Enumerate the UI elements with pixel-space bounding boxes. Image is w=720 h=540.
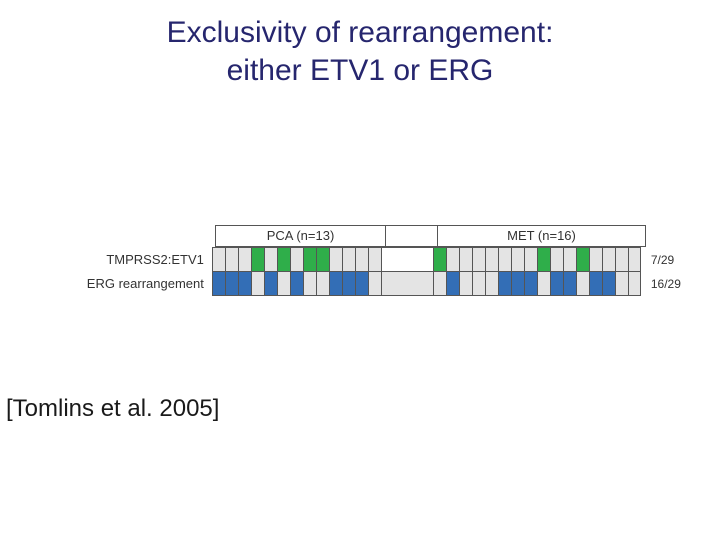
heatmap-cell bbox=[472, 272, 485, 295]
heatmap-cell bbox=[589, 248, 602, 271]
heatmap-cell bbox=[342, 248, 355, 271]
group-header-pca: PCA (n=13) bbox=[215, 225, 385, 247]
heatmap-cell bbox=[225, 248, 238, 271]
heatmap-cell bbox=[602, 272, 615, 295]
heatmap-cell bbox=[628, 248, 641, 271]
heatmap-cell bbox=[368, 272, 381, 295]
heatmap-cell bbox=[290, 272, 303, 295]
heatmap-cell bbox=[550, 248, 563, 271]
heatmap-cell bbox=[251, 272, 264, 295]
heatmap-cell bbox=[446, 272, 459, 295]
heatmap-cell bbox=[212, 272, 225, 295]
heatmap-row bbox=[212, 247, 641, 271]
heatmap-cell bbox=[576, 248, 589, 271]
row-label: ERG rearrangement bbox=[60, 272, 204, 296]
heatmap-row bbox=[212, 271, 641, 295]
heatmap-cell bbox=[316, 248, 329, 271]
heatmap-cell bbox=[498, 248, 511, 271]
heatmap-cell bbox=[537, 248, 550, 271]
heatmap-cell bbox=[615, 248, 628, 271]
group-header-gap bbox=[385, 225, 437, 247]
heatmap-cell bbox=[563, 248, 576, 271]
heatmap-cell bbox=[277, 248, 290, 271]
heatmap-cell bbox=[459, 248, 472, 271]
row-labels-column: TMPRSS2:ETV1ERG rearrangement bbox=[60, 248, 212, 296]
heatmap-cell bbox=[355, 248, 368, 271]
heatmap-cell bbox=[485, 272, 498, 295]
heatmap-cell bbox=[485, 248, 498, 271]
heatmap-cell bbox=[238, 248, 251, 271]
group-header-row: PCA (n=13) MET (n=16) bbox=[215, 225, 690, 247]
heatmap-cell bbox=[329, 272, 342, 295]
heatmap-cell bbox=[511, 272, 524, 295]
heatmap-cell bbox=[563, 272, 576, 295]
heatmap-cell bbox=[355, 272, 368, 295]
heatmap-cell bbox=[524, 248, 537, 271]
slide-title: Exclusivity of rearrangement: either ETV… bbox=[0, 0, 720, 89]
exclusivity-figure: PCA (n=13) MET (n=16) TMPRSS2:ETV1ERG rea… bbox=[60, 225, 690, 296]
heatmap-cell bbox=[615, 272, 628, 295]
heatmap-cell bbox=[212, 248, 225, 271]
heatmap-cell bbox=[511, 248, 524, 271]
title-line2: either ETV1 or ERG bbox=[227, 54, 494, 87]
heatmap-cell bbox=[498, 272, 511, 295]
heatmap-cell bbox=[550, 272, 563, 295]
heatmap-cell bbox=[524, 272, 537, 295]
heatmap-cell bbox=[290, 248, 303, 271]
heatmap-cell bbox=[303, 272, 316, 295]
heatmap-gap-cell bbox=[381, 272, 433, 295]
heatmap-cell bbox=[433, 248, 446, 271]
heatmap-cell bbox=[433, 272, 446, 295]
heatmap-cell bbox=[459, 272, 472, 295]
title-line1: Exclusivity of rearrangement: bbox=[167, 16, 554, 49]
row-count: 7/29 bbox=[651, 248, 690, 272]
heatmap-cell bbox=[238, 272, 251, 295]
heatmap-cell bbox=[628, 272, 641, 295]
heatmap-cell bbox=[589, 272, 602, 295]
heatmap-cell bbox=[264, 248, 277, 271]
heatmap-cell bbox=[316, 272, 329, 295]
heatmap-grid bbox=[212, 247, 641, 296]
row-counts-column: 7/2916/29 bbox=[641, 248, 690, 296]
heatmap-cell bbox=[368, 248, 381, 271]
row-label: TMPRSS2:ETV1 bbox=[60, 248, 204, 272]
heatmap-cell bbox=[537, 272, 550, 295]
heatmap-cell bbox=[576, 272, 589, 295]
heatmap-gap-cell bbox=[381, 248, 433, 271]
heatmap-cell bbox=[251, 248, 264, 271]
row-count: 16/29 bbox=[651, 272, 690, 296]
citation-text: [Tomlins et al. 2005] bbox=[6, 395, 219, 423]
heatmap-cell bbox=[225, 272, 238, 295]
heatmap-cell bbox=[264, 272, 277, 295]
heatmap-cell bbox=[602, 248, 615, 271]
heatmap-cell bbox=[329, 248, 342, 271]
group-header-met: MET (n=16) bbox=[437, 225, 646, 247]
heatmap-cell bbox=[446, 248, 459, 271]
heatmap-cell bbox=[303, 248, 316, 271]
heatmap-cell bbox=[472, 248, 485, 271]
heatmap-cell bbox=[342, 272, 355, 295]
heatmap-cell bbox=[277, 272, 290, 295]
